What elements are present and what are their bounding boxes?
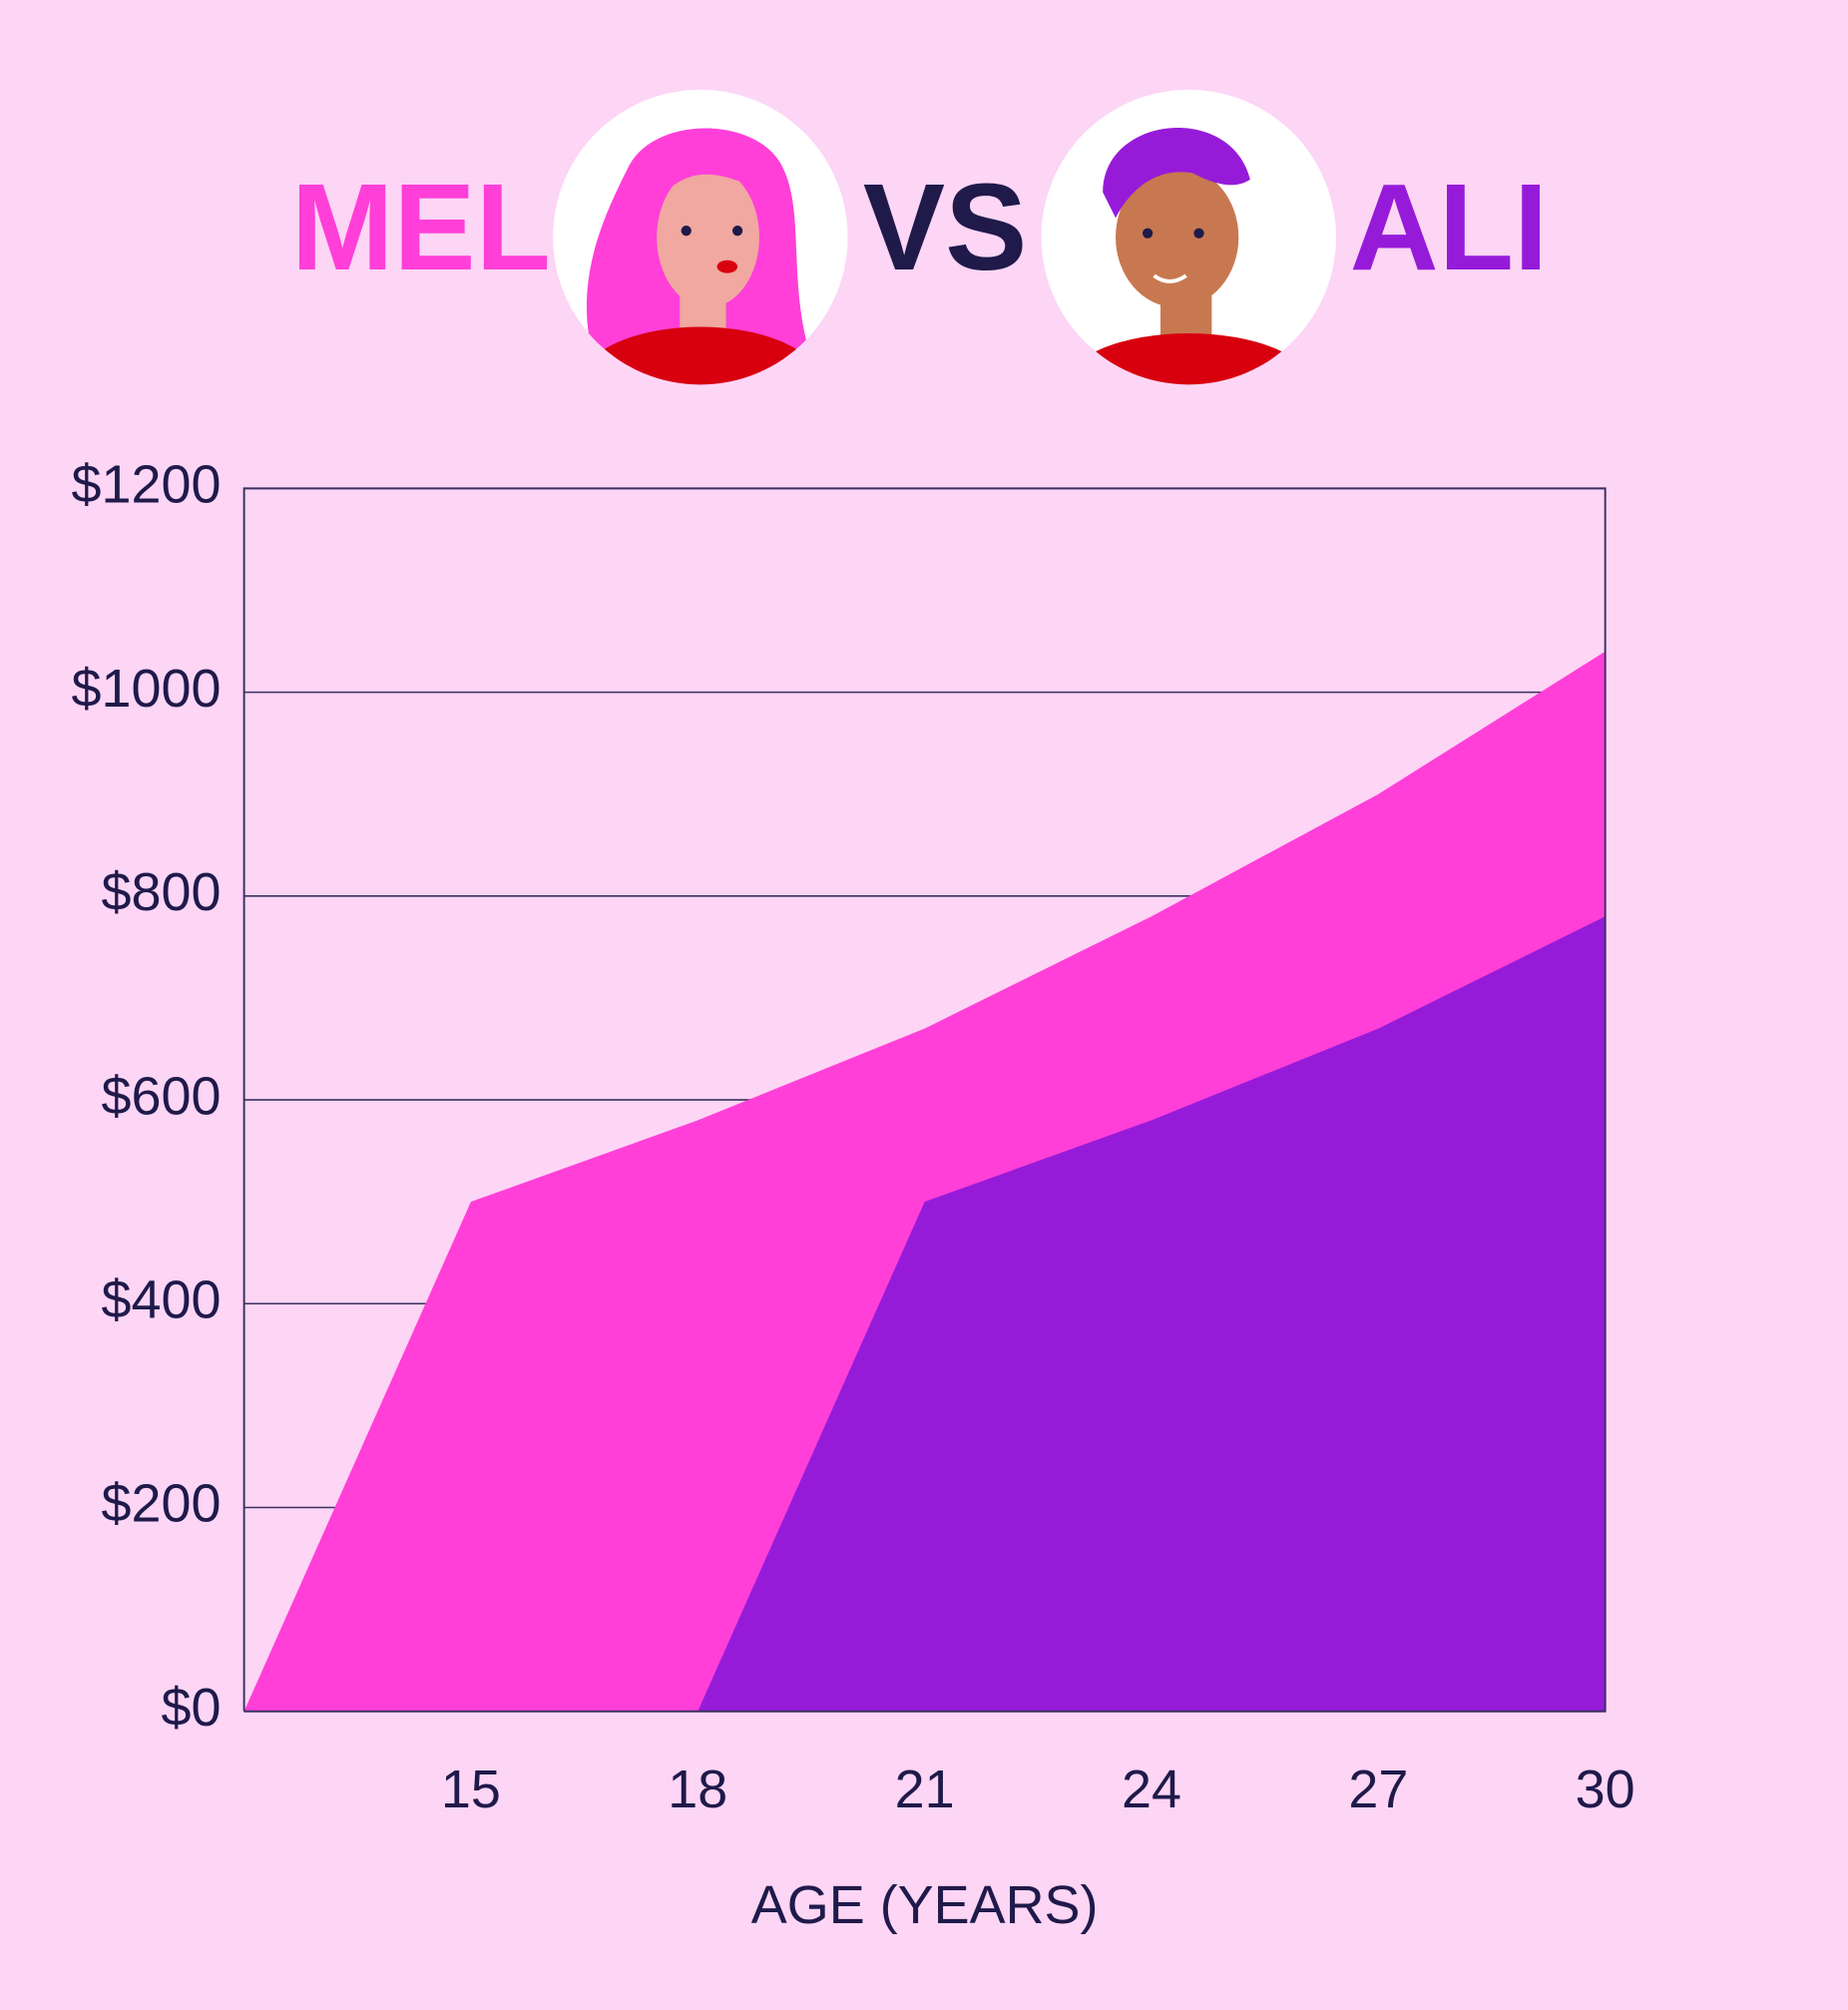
y-tick-label: $200 — [101, 1474, 221, 1534]
y-tick-label: $0 — [161, 1678, 221, 1738]
plot-frame — [242, 487, 1607, 1713]
versus: VS — [863, 159, 1027, 296]
x-tick-label: 18 — [668, 1759, 727, 1819]
area — [697, 916, 1606, 1712]
avatar-ali — [1041, 89, 1336, 385]
left-name: MEL — [291, 159, 551, 296]
x-tick-label: 24 — [1122, 1759, 1181, 1819]
x-axis-label: AGE (YEARS) — [751, 1875, 1099, 1935]
y-tick-label: $400 — [101, 1270, 221, 1330]
x-tick-label: 15 — [441, 1759, 501, 1819]
y-tick-label: $1000 — [71, 659, 221, 719]
x-tick-label: 30 — [1576, 1759, 1635, 1819]
x-tick-label: 21 — [895, 1759, 955, 1819]
avatar-mel — [553, 89, 848, 385]
y-tick-label: $1200 — [71, 455, 221, 515]
y-tick-label: $800 — [101, 862, 221, 922]
x-tick-label: 27 — [1348, 1759, 1408, 1819]
right-name: ALI — [1350, 159, 1549, 296]
y-tick-label: $600 — [101, 1066, 221, 1126]
